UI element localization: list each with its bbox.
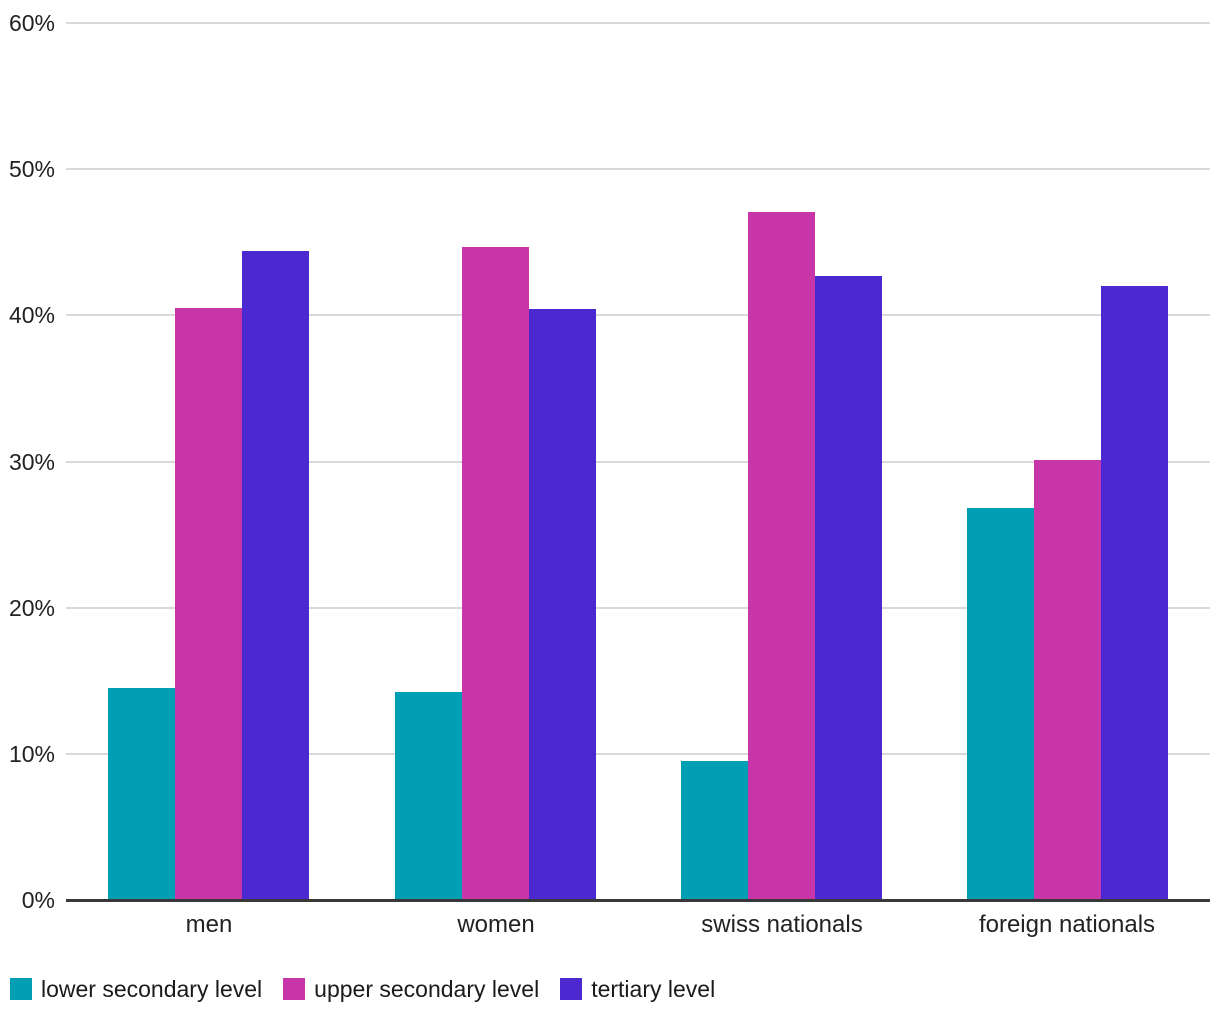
bar-women-lower-secondary-level [395, 692, 462, 900]
plot-area [66, 22, 1210, 902]
gridline-10 [66, 752, 1210, 755]
x-axis-line [66, 899, 1210, 902]
legend-item-upper-secondary-level: upper secondary level [283, 976, 539, 1002]
bar-swiss-nationals-upper-secondary-level [748, 212, 815, 900]
gridline-50 [66, 168, 1210, 171]
legend-swatch-icon [10, 978, 32, 1000]
legend-label: upper secondary level [314, 976, 540, 1002]
legend-item-lower-secondary-level: lower secondary level [10, 976, 262, 1002]
x-label-women: women [457, 911, 535, 938]
bar-women-tertiary-level [529, 309, 596, 900]
y-tick-label-50: 50% [8, 156, 55, 183]
bar-women-upper-secondary-level [462, 247, 529, 900]
legend-swatch-icon [283, 978, 306, 1000]
x-label-swiss-nationals: swiss nationals [701, 911, 863, 938]
bar-swiss-nationals-lower-secondary-level [681, 761, 748, 900]
gridline-20 [66, 606, 1210, 609]
y-tick-label-10: 10% [8, 740, 55, 767]
bar-men-upper-secondary-level [175, 308, 242, 900]
y-tick-label-30: 30% [8, 448, 55, 475]
gridline-30 [66, 460, 1210, 463]
bar-swiss-nationals-tertiary-level [815, 276, 882, 900]
x-label-men: men [185, 911, 233, 938]
y-tick-label-60: 60% [8, 10, 55, 36]
legend-swatch-icon [560, 978, 583, 1000]
gridline-60 [66, 22, 1210, 24]
legend: lower secondary level upper secondary lev… [10, 976, 736, 1002]
x-label-foreign-nationals: foreign nationals [978, 911, 1156, 938]
bar-foreign-nationals-upper-secondary-level [1034, 460, 1101, 900]
bar-men-lower-secondary-level [108, 688, 175, 900]
bar-foreign-nationals-tertiary-level [1101, 286, 1168, 900]
y-tick-label-40: 40% [8, 302, 55, 329]
bar-men-tertiary-level [242, 251, 309, 900]
legend-label: tertiary level [591, 976, 716, 1002]
legend-item-tertiary-level: tertiary level [560, 976, 715, 1002]
gridline-40 [66, 314, 1210, 317]
y-tick-label-0: 0% [21, 887, 55, 913]
legend-label: lower secondary level [41, 976, 263, 1002]
bar-foreign-nationals-lower-secondary-level [967, 508, 1034, 900]
y-tick-label-20: 20% [8, 594, 55, 621]
